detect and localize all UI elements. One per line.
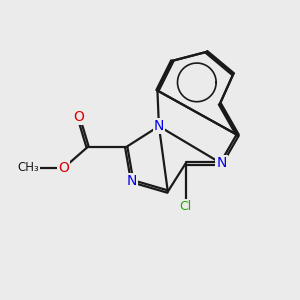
Text: N: N (216, 156, 226, 170)
Text: N: N (127, 174, 137, 188)
Text: CH₃: CH₃ (17, 161, 39, 174)
Text: Cl: Cl (179, 200, 192, 213)
Text: N: N (154, 119, 164, 133)
Text: O: O (73, 110, 84, 124)
Text: O: O (58, 161, 69, 175)
